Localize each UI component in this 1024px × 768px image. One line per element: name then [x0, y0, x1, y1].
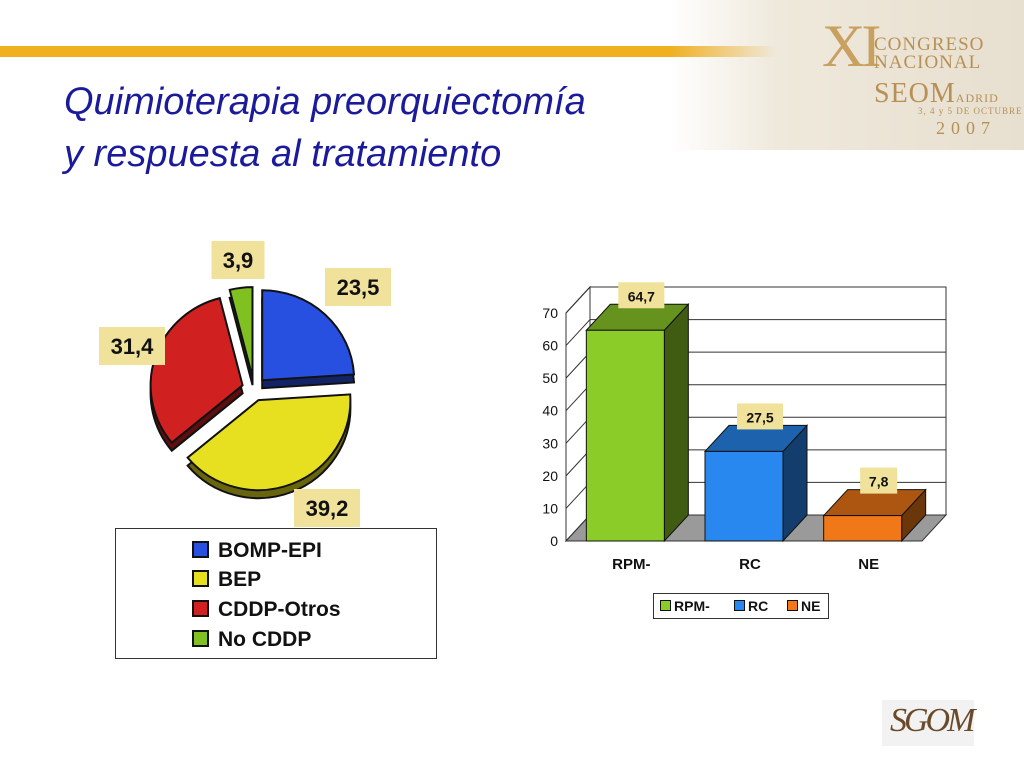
data-label-text: 64,7 [628, 288, 655, 304]
congress-roman-numeral: XI [822, 13, 881, 79]
pie-slice-cddp-otros [149, 296, 244, 453]
pie-data-label-no-cddp: 3,9 [211, 241, 265, 279]
pie-legend-item-bomp-epi: BOMP-EPI [192, 538, 322, 564]
y-tick-label: 40 [542, 403, 558, 419]
x-category-label: RC [739, 556, 761, 573]
congress-banner [670, 0, 1024, 150]
pie-legend-item-bep: BEP [192, 567, 261, 593]
slide-title-line1: Quimioterapia preorquiectomía [64, 81, 586, 123]
pie-slice-bep [186, 393, 352, 500]
data-label-text: 23,5 [337, 275, 380, 300]
gridline-side [565, 319, 591, 346]
bar-legend: RPM- RC NE [653, 593, 829, 619]
bar-legend-item-ne: NE [787, 598, 820, 614]
legend-swatch-icon [192, 630, 209, 647]
pie-data-label-bep: 39,2 [294, 489, 360, 527]
y-tick-label: 60 [542, 338, 558, 354]
legend-swatch-icon [192, 570, 209, 587]
pie-slice-face [186, 393, 352, 492]
data-label-box [860, 467, 898, 494]
pie-legend-item-cddp-otros: CDDP-Otros [192, 597, 341, 623]
y-tick-label: 0 [550, 533, 558, 549]
congress-dates: 3, 4 y 5 DE OCTUBRE [918, 106, 1023, 116]
congress-logo-seom: SEOMADRID [874, 78, 999, 110]
footer-logo: SGOM [882, 700, 975, 746]
pie-legend-label: BEP [218, 568, 262, 591]
pie-legend-label: CDDP-Otros [218, 598, 341, 621]
bar-data-label-rc: 27,5 [737, 403, 783, 430]
legend-swatch-icon [787, 600, 798, 611]
footer-logo-text: SGOM [890, 702, 975, 739]
legend-swatch-icon [192, 541, 209, 558]
pie-legend-label: BOMP-EPI [218, 539, 322, 562]
y-tick-label: 30 [542, 435, 558, 451]
pie-data-label-cddp-otros: 31,4 [99, 327, 165, 365]
congress-logo-line1: CONGRESO [874, 34, 985, 55]
bar-rc [703, 424, 809, 543]
y-tick-label: 50 [542, 370, 558, 386]
pie-slice-bomp-epi [261, 289, 356, 390]
bar-data-label-ne: 7,8 [860, 467, 898, 494]
x-category-label: RPM- [612, 556, 650, 573]
data-label-box [325, 268, 391, 306]
bar-legend-label: RPM- [674, 598, 710, 614]
bar-side [663, 302, 689, 543]
bar-front [704, 450, 784, 542]
bar-ne [822, 488, 927, 543]
y-tick-label: 20 [542, 468, 558, 484]
bar-legend-item-rc: RC [734, 598, 768, 614]
bar-front [585, 329, 665, 542]
pie-slice-face [261, 289, 356, 382]
pie-legend-item-no-cddp: No CDDP [192, 627, 311, 653]
legend-swatch-icon [192, 600, 209, 617]
data-label-text: 3,9 [223, 248, 254, 273]
legend-swatch-icon [660, 600, 671, 611]
congress-logo-line2: NACIONAL [874, 52, 982, 73]
accent-bar [0, 46, 850, 57]
y-tick-label: 70 [542, 305, 558, 321]
bar-legend-label: NE [801, 598, 821, 614]
pie-legend: BOMP-EPI BEP CDDP-Otros No CDDP [115, 528, 437, 659]
data-label-text: 7,8 [869, 474, 889, 490]
pie-slice-no-cddp [228, 286, 254, 386]
bar-legend-item-rpm: RPM- [660, 598, 710, 614]
x-category-label: NE [858, 556, 879, 573]
bar-front [823, 515, 903, 542]
pie-data-label-bomp-epi: 23,5 [325, 268, 391, 306]
congress-year: 2007 [936, 118, 996, 138]
congress-logo-seom-text: SEOM [874, 78, 956, 109]
data-label-box [99, 327, 165, 365]
bar-legend-label: RC [748, 598, 769, 614]
data-label-box [618, 282, 665, 309]
data-label-box [737, 403, 783, 430]
pie-legend-label: No CDDP [218, 628, 312, 651]
legend-swatch-icon [734, 600, 745, 611]
data-label-text: 27,5 [746, 409, 773, 425]
data-label-box [294, 489, 360, 527]
bar-data-label-rpm: 64,7 [618, 282, 665, 309]
bar-rpm [585, 302, 690, 543]
pie-slice-face [228, 286, 254, 378]
y-tick-label: 10 [542, 500, 558, 516]
congress-logo-city: ADRID [955, 91, 999, 105]
slide-title-line2: y respuesta al tratamiento [64, 133, 502, 175]
slide-title: Quimioterapia preorquiectomía y respuest… [64, 76, 586, 180]
data-label-text: 31,4 [111, 334, 155, 359]
data-label-text: 39,2 [306, 496, 349, 521]
data-label-box [211, 241, 265, 279]
